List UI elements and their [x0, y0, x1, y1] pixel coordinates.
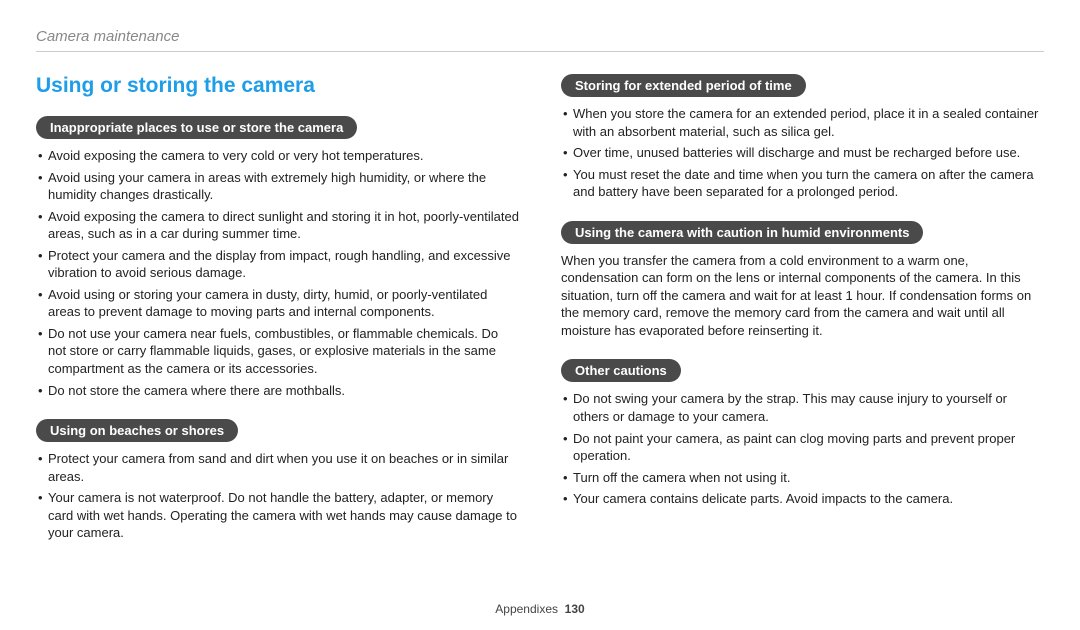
list-storing-extended: When you store the camera for an extende…: [561, 105, 1044, 201]
pill-storing-extended: Storing for extended period of time: [561, 74, 806, 97]
page-number: 130: [565, 602, 585, 616]
list-item: Do not paint your camera, as paint can c…: [563, 430, 1044, 465]
list-item: Protect your camera and the display from…: [38, 247, 519, 282]
list-item: Your camera contains delicate parts. Avo…: [563, 490, 1044, 508]
pill-humid: Using the camera with caution in humid e…: [561, 221, 923, 244]
list-item: Avoid exposing the camera to direct sunl…: [38, 208, 519, 243]
pill-inappropriate-places: Inappropriate places to use or store the…: [36, 116, 357, 139]
list-item: Avoid using your camera in areas with ex…: [38, 169, 519, 204]
para-humid: When you transfer the camera from a cold…: [561, 252, 1044, 340]
list-item: Protect your camera from sand and dirt w…: [38, 450, 519, 485]
list-inappropriate-places: Avoid exposing the camera to very cold o…: [36, 147, 519, 399]
list-other-cautions: Do not swing your camera by the strap. T…: [561, 390, 1044, 507]
pill-beaches: Using on beaches or shores: [36, 419, 238, 442]
list-beaches: Protect your camera from sand and dirt w…: [36, 450, 519, 542]
breadcrumb: Camera maintenance: [36, 28, 1044, 45]
right-column: Storing for extended period of time When…: [561, 74, 1044, 562]
list-item: When you store the camera for an extende…: [563, 105, 1044, 140]
list-item: Avoid using or storing your camera in du…: [38, 286, 519, 321]
list-item: Over time, unused batteries will dischar…: [563, 144, 1044, 162]
list-item: Avoid exposing the camera to very cold o…: [38, 147, 519, 165]
list-item: Do not use your camera near fuels, combu…: [38, 325, 519, 378]
header-rule: [36, 51, 1044, 52]
list-item: Do not store the camera where there are …: [38, 382, 519, 400]
list-item: Do not swing your camera by the strap. T…: [563, 390, 1044, 425]
page-footer: Appendixes 130: [0, 602, 1080, 616]
list-item: You must reset the date and time when yo…: [563, 166, 1044, 201]
list-item: Your camera is not waterproof. Do not ha…: [38, 489, 519, 542]
pill-other-cautions: Other cautions: [561, 359, 681, 382]
main-heading: Using or storing the camera: [36, 74, 519, 98]
list-item: Turn off the camera when not using it.: [563, 469, 1044, 487]
content-columns: Using or storing the camera Inappropriat…: [36, 74, 1044, 562]
footer-label: Appendixes: [495, 602, 558, 616]
left-column: Using or storing the camera Inappropriat…: [36, 74, 519, 562]
